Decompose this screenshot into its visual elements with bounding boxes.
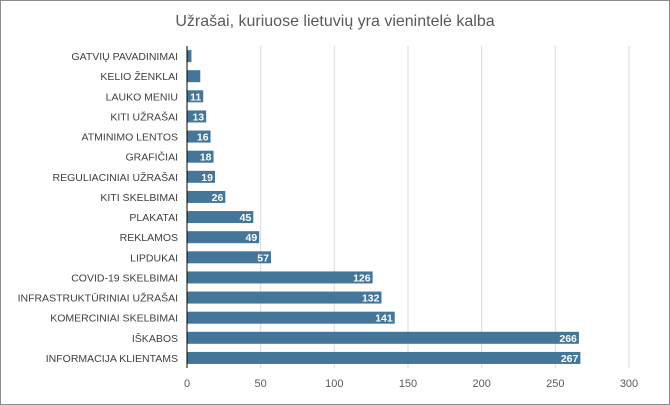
bar — [187, 170, 215, 183]
data-label: 18 — [200, 152, 212, 164]
bar — [187, 50, 192, 63]
bar — [187, 291, 382, 304]
data-label: 57 — [257, 252, 269, 264]
data-label: 45 — [240, 212, 252, 224]
x-tick-label: 300 — [620, 378, 638, 390]
category-label: ATMINIMO LENTOS — [82, 132, 178, 144]
bar — [187, 70, 201, 83]
bar — [187, 271, 373, 284]
data-label: 16 — [197, 132, 209, 144]
bar — [187, 331, 579, 344]
category-label: KITI UŽRAŠAI — [110, 110, 178, 123]
data-label: 49 — [246, 232, 258, 244]
category-label: GATVIŲ PAVADINIMAI — [71, 51, 178, 63]
bar — [187, 90, 204, 103]
x-tick-label: 150 — [399, 378, 417, 390]
category-label: PLAKATAI — [129, 212, 178, 224]
chart-title: Užrašai, kuriuose lietuvių yra vienintel… — [175, 13, 495, 30]
category-label: REKLAMOS — [120, 232, 178, 244]
bar — [187, 311, 395, 324]
bar — [187, 130, 211, 143]
x-tick-label: 100 — [325, 378, 343, 390]
bar — [187, 231, 260, 244]
category-label: LIPDUKAI — [130, 252, 178, 264]
category-label: INFRASTRUKTŪRINIAI UŽRAŠAI — [18, 292, 178, 305]
category-label: REGULIACINIAI UŽRAŠAI — [53, 171, 178, 184]
data-label: 266 — [559, 333, 577, 345]
category-label: GRAFIČIAI — [125, 151, 178, 164]
data-label: 132 — [362, 293, 380, 305]
data-label: 267 — [561, 353, 579, 365]
bar — [187, 251, 271, 264]
category-label: KOMERCINIAI SKELBIMAI — [50, 313, 178, 325]
category-label: KITI SKELBIMAI — [100, 192, 178, 204]
category-label: KELIO ŽENKLAI — [100, 70, 178, 83]
x-tick-label: 200 — [472, 378, 490, 390]
data-label: 13 — [192, 111, 204, 123]
x-tick-label: 250 — [546, 378, 564, 390]
data-label: 26 — [212, 192, 224, 204]
bar — [187, 150, 214, 163]
bar — [187, 110, 207, 123]
data-label: 141 — [375, 313, 393, 325]
category-label: COVID-19 SKELBIMAI — [71, 272, 178, 284]
bar — [187, 190, 226, 203]
x-tick-label: 50 — [255, 378, 267, 390]
data-label: 19 — [201, 172, 213, 184]
bar — [187, 211, 254, 224]
category-label: INFORMACIJA KLIENTAMS — [46, 353, 178, 365]
x-tick-label: 0 — [184, 378, 190, 390]
data-label: 11 — [190, 91, 201, 103]
category-label: IŠKABOS — [132, 332, 178, 345]
category-label: LAUKO MENIU — [106, 91, 178, 103]
data-label: 126 — [353, 272, 371, 284]
bar — [187, 351, 581, 364]
